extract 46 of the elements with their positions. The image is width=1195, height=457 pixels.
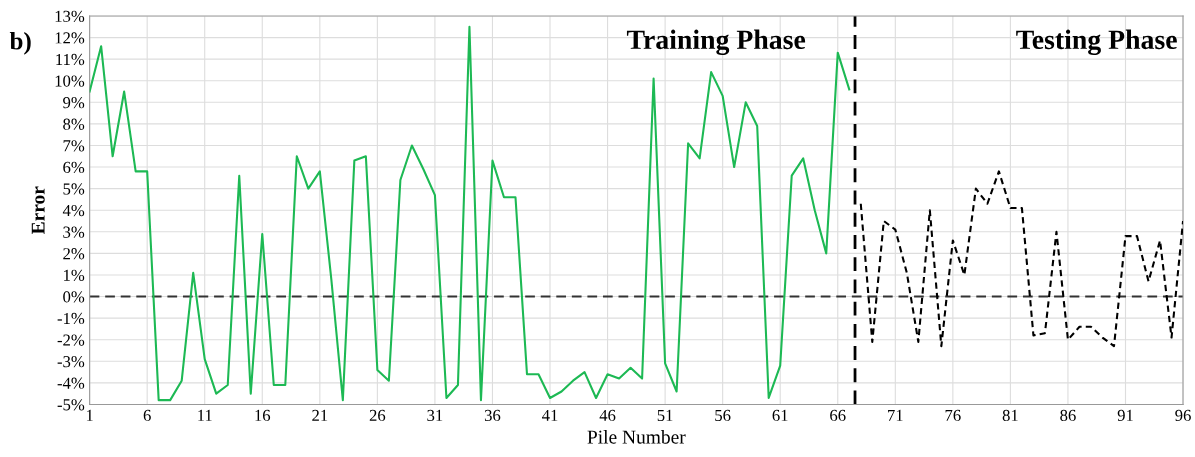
annotation: Training Phase bbox=[626, 29, 806, 55]
x-tick-label: 76 bbox=[945, 409, 961, 422]
line-series bbox=[89, 25, 851, 402]
x-tick-label: 91 bbox=[1117, 409, 1133, 422]
annotation: Testing Phase bbox=[1016, 29, 1177, 55]
x-tick-label: 41 bbox=[542, 409, 558, 421]
y-tick-label: 6% bbox=[63, 161, 85, 174]
y-tick-label: 2% bbox=[63, 248, 85, 260]
y-tick-label: 5% bbox=[63, 183, 85, 195]
y-tick-label: 1% bbox=[64, 269, 85, 281]
y-tick-label: -3% bbox=[57, 355, 85, 368]
line-series bbox=[859, 170, 1184, 348]
x-tick-label: 51 bbox=[657, 409, 673, 422]
y-tick-label: 12% bbox=[55, 32, 85, 44]
text: b) bbox=[9, 31, 31, 55]
y-tick-label: -2% bbox=[57, 334, 85, 346]
y-tick-label: -4% bbox=[57, 377, 85, 389]
y-tick-label: 11% bbox=[56, 53, 85, 66]
x-tick-label: 26 bbox=[369, 409, 386, 422]
x-tick-label: 36 bbox=[484, 409, 501, 422]
x-tick-label: 46 bbox=[599, 409, 616, 422]
y-tick-label: 9% bbox=[63, 97, 85, 109]
x-tick-label: 1 bbox=[86, 409, 93, 421]
y-tick-label: -1% bbox=[57, 312, 85, 325]
x-tick-label: 81 bbox=[1002, 409, 1018, 422]
y-tick-label: 4% bbox=[62, 204, 85, 217]
x-tick-label: 56 bbox=[715, 409, 731, 422]
y-tick-label: -5% bbox=[57, 399, 85, 411]
y-tick-label: 0% bbox=[63, 291, 85, 303]
y-tick-label: 8% bbox=[63, 118, 85, 130]
y-tick-label: 3% bbox=[63, 226, 85, 238]
x-tick-label: 31 bbox=[427, 409, 443, 422]
x-tick-label: 11 bbox=[198, 409, 212, 421]
x-tick-label: 86 bbox=[1060, 409, 1076, 422]
x-axis-title: Pile Number bbox=[587, 429, 686, 444]
y-axis-title: Error bbox=[31, 186, 45, 235]
x-tick-label: 66 bbox=[830, 409, 846, 422]
x-tick-label: 16 bbox=[255, 409, 271, 422]
x-tick-label: 61 bbox=[772, 409, 788, 422]
x-tick-label: 71 bbox=[888, 409, 903, 421]
x-tick-label: 96 bbox=[1175, 409, 1191, 422]
y-tick-label: 7% bbox=[63, 140, 85, 152]
y-tick-label: 13% bbox=[55, 10, 85, 22]
x-tick-label: 6 bbox=[143, 409, 151, 422]
y-tick-label: 10% bbox=[55, 75, 85, 87]
x-tick-label: 21 bbox=[312, 409, 328, 421]
